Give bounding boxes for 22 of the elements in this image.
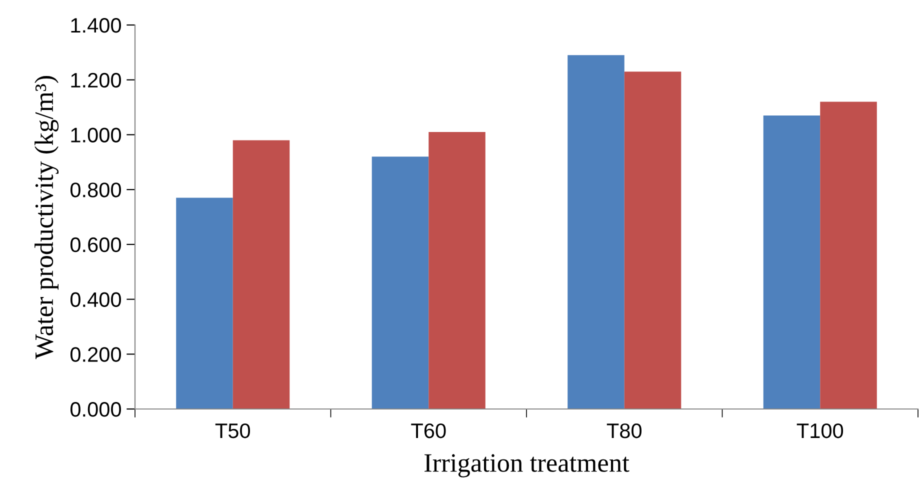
bar [372,156,429,409]
bar [568,55,624,409]
x-tick-label: T80 [606,423,642,438]
bar [428,132,486,409]
bar [820,102,877,409]
bar [624,72,682,409]
y-tick-label: 1.000 [71,128,121,142]
y-axis-title: Water productivity (kg/m³) [34,76,59,360]
y-tick-label: 0.600 [70,237,121,252]
x-tick-label: T60 [411,423,446,438]
y-tick-label: 1.400 [71,18,121,33]
x-axis-title: Irrigation treatment [424,454,630,478]
y-tick-label: 0.200 [70,347,121,362]
bar [763,116,820,409]
y-tick-label: 0.000 [70,402,121,417]
bar [232,140,290,409]
bar [176,198,233,409]
y-tick-label: 1.200 [71,72,121,88]
y-tick-label: 0.400 [70,292,121,308]
x-tick-label: T50 [215,423,250,438]
y-tick-label: 0.800 [70,182,121,198]
x-tick-label: T100 [796,423,844,438]
